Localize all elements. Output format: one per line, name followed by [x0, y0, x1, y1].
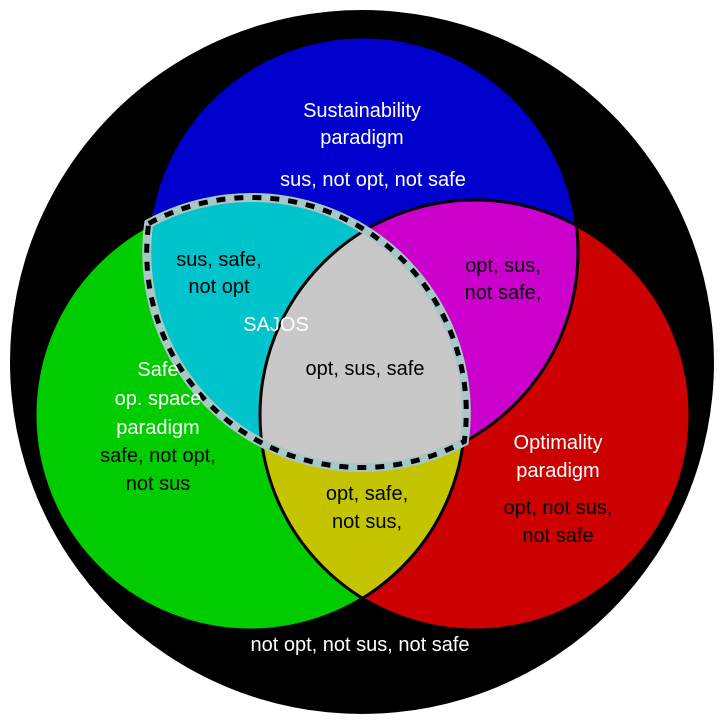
optimality-region-line1: opt, not sus, [504, 497, 613, 519]
center-label: opt, sus, safe [306, 358, 425, 380]
opt-safe-label-line2: not sus, [332, 511, 402, 533]
safe-region-line2: not sus [126, 473, 190, 495]
opt-safe-label-line1: opt, safe, [326, 483, 408, 505]
opt-sus-label-line2: not safe, [465, 282, 542, 304]
center-region [260, 200, 465, 467]
opt-sus-label-line1: opt, sus, [465, 255, 541, 277]
safe-title-line3: paradigm [116, 417, 199, 439]
sus-safe-label-line2: not opt [188, 276, 250, 298]
optimality-outline [258, 198, 692, 632]
outside-label: not opt, not sus, not safe [250, 634, 469, 656]
optimality-region-line2: not safe [522, 525, 593, 547]
sajos-boundary-dashes [144, 194, 469, 471]
sustainability-title-line1: Sustainability [303, 100, 421, 122]
sustainability-title-line2: paradigm [320, 127, 403, 149]
safe-title-line2: op. space [115, 388, 202, 410]
optimality-title-line2: paradigm [516, 460, 599, 482]
optimality-title-line1: Optimality [514, 432, 603, 454]
safe-region-line1: safe, not opt, [100, 445, 216, 467]
sus-safe-label-line1: sus, safe, [176, 249, 262, 271]
sajos-label: SAJOS [243, 314, 309, 336]
safe-title-line1: Safe [137, 359, 178, 381]
sustainability-region-label: sus, not opt, not safe [280, 169, 466, 191]
